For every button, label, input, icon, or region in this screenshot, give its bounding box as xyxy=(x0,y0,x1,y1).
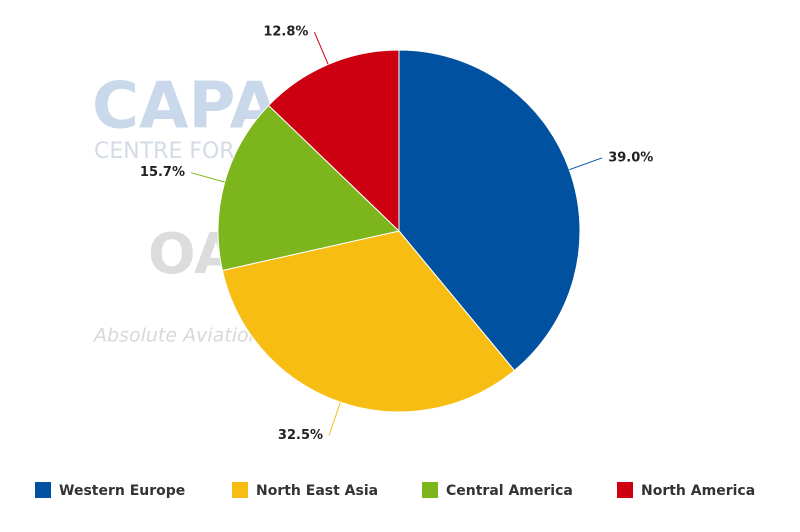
leader-line xyxy=(328,402,341,436)
legend-label: Western Europe xyxy=(59,483,185,499)
legend-label: North East Asia xyxy=(256,483,378,499)
legend-label: North America xyxy=(641,483,755,499)
pie-slice xyxy=(267,49,400,233)
leader-line xyxy=(190,172,225,183)
legend-swatch xyxy=(232,482,248,498)
legend-swatch xyxy=(422,482,438,498)
leader-line xyxy=(314,32,329,65)
data-label: 15.7% xyxy=(140,165,185,180)
data-label: 32.5% xyxy=(278,428,323,443)
leader-line xyxy=(569,157,603,171)
watermark-text: Absolute Aviation xyxy=(92,325,261,347)
pie-slice xyxy=(217,104,401,272)
pie-slice xyxy=(221,230,516,413)
legend-swatch xyxy=(617,482,633,498)
data-label: 39.0% xyxy=(608,150,653,165)
data-label: 12.8% xyxy=(263,25,308,40)
legend-label: Central America xyxy=(446,483,573,499)
legend-swatch xyxy=(35,482,51,498)
